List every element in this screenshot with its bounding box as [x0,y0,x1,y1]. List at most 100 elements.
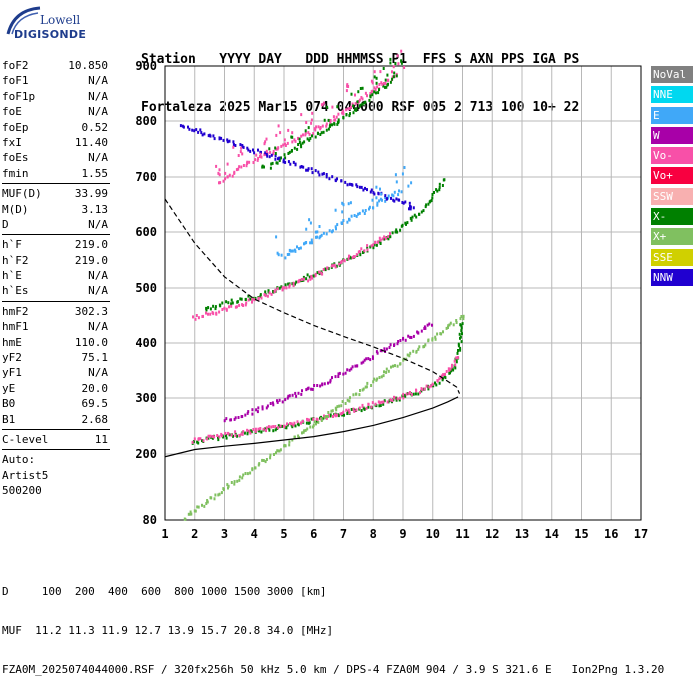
echo-point [254,429,257,433]
echo-point [311,387,314,391]
legend-x-: X+ [651,228,693,246]
echo-point [351,256,354,260]
echo-point [358,104,361,108]
echo-point [316,384,319,387]
legend-vo-: Vo+ [651,167,693,185]
echo-point [310,121,313,125]
echo-point [402,358,405,362]
echo-point [309,425,312,429]
echo-point [325,232,328,236]
echo-point [336,223,339,227]
echo-point [310,274,313,278]
echo-point [375,81,378,85]
echo-point [342,109,345,113]
echo-point [389,232,391,235]
echo-point [395,74,398,78]
echo-point [264,140,267,144]
echo-point [241,145,244,149]
echo-point [254,427,257,431]
echo-point [278,398,281,402]
echo-point [305,227,308,231]
echo-point [378,83,381,86]
lowell-digisonde-logo: Lowell DIGISONDE [4,4,86,44]
param-name: B0 [2,397,16,411]
echo-point [218,435,221,439]
param-row: B1 2.68 [2,412,110,427]
param-row: yE 20.0 [2,381,110,396]
echo-point [311,276,313,280]
echo-point [401,201,404,204]
echo-point [283,153,286,157]
echo-point [384,78,387,82]
echo-point [193,437,196,441]
param-name: hmE [2,335,22,349]
echo-point [270,162,273,166]
param-row: foE N/A [2,104,110,119]
param-row: foF1 N/A [2,73,110,88]
echo-point [265,406,268,410]
echo-point [251,468,254,472]
echo-point [248,160,251,164]
echo-point [211,436,214,440]
echo-point [427,202,430,206]
echo-point [393,343,396,347]
echo-point [268,291,271,295]
echo-point [372,246,375,250]
echo-point [362,387,365,391]
param-value: N/A [88,89,108,103]
echo-point [257,297,260,301]
echo-point [395,197,398,201]
echo-point [288,248,291,252]
echo-point [347,202,350,206]
echo-point [381,237,384,241]
echo-point [329,378,332,382]
echo-point [370,384,373,387]
param-name: D [2,217,9,231]
echo-point [456,356,459,359]
echo-point [335,227,337,231]
echo-point [269,166,272,170]
echo-point [225,436,228,440]
echo-point [423,327,426,330]
echo-point [373,243,376,247]
echo-point [225,417,228,421]
echo-point [397,62,400,66]
echo-point [409,207,412,211]
echo-point [444,376,447,380]
echo-point [394,364,396,368]
echo-point [348,114,351,118]
echo-point [292,281,295,285]
echo-point [328,414,330,418]
echo-point [239,150,242,154]
echo-point [303,140,306,144]
echo-point [217,438,220,442]
echo-point [234,144,237,147]
echo-point [325,173,328,176]
echo-point [424,205,427,209]
echo-point [270,425,273,429]
echo-point [197,441,200,445]
echo-point [354,102,357,106]
echo-point [353,255,356,259]
echo-point [328,229,331,233]
y-tick-label: 200 [135,447,157,461]
echo-point [228,433,231,437]
echo-point [332,415,334,418]
echo-point [317,170,320,174]
param-name: yF2 [2,351,22,365]
param-value: 10.850 [68,59,108,72]
echo-point [238,475,241,479]
echo-point [358,393,361,397]
echo-point [238,433,241,437]
echo-point [335,115,338,119]
echo-point [259,152,262,156]
echo-point [396,342,399,346]
echo-point [356,100,359,104]
echo-point [266,404,269,408]
echo-point [428,322,431,326]
echo-point [334,406,337,410]
echo-point [368,205,371,209]
echo-point [268,155,271,159]
echo-point [277,426,280,430]
echo-point [217,493,220,497]
